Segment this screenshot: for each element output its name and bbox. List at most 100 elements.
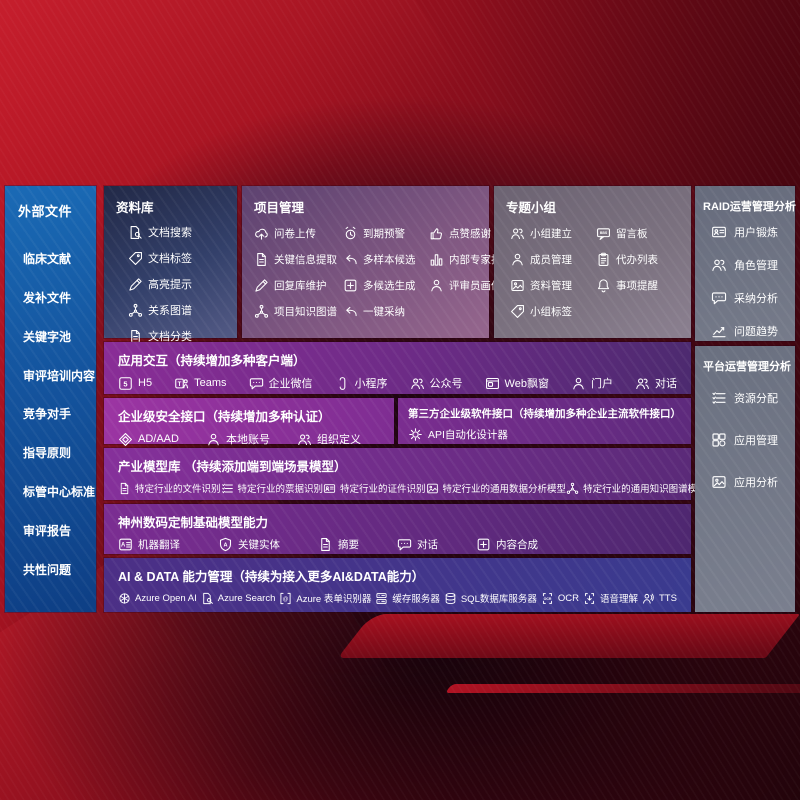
feature-item[interactable]: 关系图谱 [128,302,237,318]
feature-item[interactable]: 特定行业的通用知识图谱模型 [566,481,707,495]
feature-item[interactable]: Teams [174,376,226,391]
feature-item[interactable]: 事项提醒 [596,278,683,293]
window-icon [485,376,500,391]
sidebar-item-label: 指导原则 [23,446,72,461]
feature-item[interactable]: 公众号 [410,375,463,391]
feature-item[interactable]: 高亮提示 [128,276,237,292]
sidebar-item[interactable]: 审评培训内容 [5,367,96,384]
security-band-title: 企业级安全接口（持续增加多种认证） [118,410,331,424]
feature-item-label: 公众号 [429,378,463,390]
feature-item[interactable]: AD/AAD [118,432,179,447]
feature-item[interactable]: 问题趋势 [711,323,795,339]
feature-item[interactable]: 缓存服务器 [375,591,440,605]
feature-item[interactable]: 用户锻炼 [711,224,795,240]
server-icon [375,592,388,605]
repository-item-list: 文档搜索文档标签高亮提示关系图谱文档分类 [104,224,237,344]
feature-item[interactable]: 门户 [571,375,613,391]
chat-icon [397,537,412,552]
feature-item[interactable]: 资料管理 [510,278,596,293]
feature-item[interactable]: 企业微信 [249,375,313,391]
bbs-icon [596,226,611,241]
feature-item[interactable]: 文档搜索 [128,224,237,240]
feature-item[interactable]: 对话 [635,375,677,391]
feature-item[interactable]: SQL数据库服务器 [444,591,537,605]
graph-icon [128,303,143,318]
sidebar-item[interactable]: 标管中心标准 [5,483,96,500]
feature-item[interactable]: 应用分析 [711,474,795,490]
feature-item[interactable]: 特定行业的通用数据分析模型 [426,481,566,495]
feature-item[interactable]: 成员管理 [510,252,596,267]
sidebar-item[interactable]: 共性问题 [5,561,96,578]
feature-item[interactable]: Azure Search [201,592,276,605]
photo-icon [711,474,727,490]
tag-icon [128,251,143,266]
feature-item[interactable]: TTS [642,592,677,605]
feature-item-label: 对话 [655,378,677,390]
feature-item[interactable]: 关键实体 [218,537,280,552]
thumb-icon [429,226,444,241]
repository-panel: 资料库 文档搜索 文档标签 高亮提示 关系图谱 文档分类 [104,186,237,343]
feature-item[interactable]: 机器翻译 [118,537,180,552]
feature-item[interactable]: 文档标签 [128,250,237,266]
feature-item[interactable]: 特定行业的票据识别 [221,481,323,495]
feature-item[interactable]: 本地账号 [206,431,270,447]
diamond-icon [118,432,133,447]
feature-item[interactable]: 对话 [397,537,438,552]
sidebar-item[interactable]: 发补文件 [5,289,96,306]
sidebar-item[interactable]: 临床文献 [5,250,96,267]
sidebar-item[interactable]: 审评报告 [5,522,96,539]
person-icon [571,376,586,391]
feature-item-label: 本地账号 [225,434,270,446]
platform-panel-title: 平台运营管理分析 [703,361,791,373]
background-shadow-wedge [370,0,800,190]
feature-item[interactable]: 关键信息提取 [254,252,343,267]
openai-icon [118,592,131,605]
feature-item[interactable]: 角色管理 [711,257,795,273]
feature-item[interactable]: 多候选生成 [343,278,429,293]
feature-item[interactable]: 评审员画像 [429,278,512,293]
feature-item[interactable]: 特定行业的证件识别 [323,481,426,495]
feature-item-label: 问题趋势 [734,326,778,338]
sidebar-item[interactable]: 指导原则 [5,444,96,461]
feature-item-label: 应用分析 [734,477,778,489]
feature-item[interactable]: 小组建立 [510,226,596,241]
feature-item-label: Web飘窗 [504,378,549,390]
feature-item[interactable]: 留言板 [596,226,683,241]
person-icon [429,278,444,293]
feature-item[interactable]: 资源分配 [711,390,795,406]
feature-item[interactable]: 特定行业的文件识别 [118,481,221,495]
sidebar-item[interactable]: 关键字池 [5,328,96,345]
security-item-list: AD/AAD 本地账号 组织定义 [118,431,380,447]
feature-item[interactable]: 代办列表 [596,252,683,267]
feature-item[interactable]: 摘要 [318,537,359,552]
feature-item[interactable]: H5 [118,376,152,391]
feature-item[interactable]: API自动化设计器 [408,427,508,442]
db-icon [444,592,457,605]
feature-item[interactable]: 文档分类 [128,328,237,344]
feature-item[interactable]: 语音理解 [583,591,638,605]
feature-item[interactable]: 组织定义 [297,431,361,447]
feature-item[interactable]: 到期预警 [343,226,429,241]
sidebar-item[interactable]: 竞争对手 [5,405,96,422]
feature-item[interactable]: 项目知识图谱 [254,304,343,319]
external-files-sidebar: 外部文件 临床文献 发补文件 关键字池 审评培训内容 竞争对手 指导原则 标管中心标准 审评报… [5,186,96,612]
feature-item[interactable]: 问卷上传 [254,226,343,241]
sidebar-item-label: 审评培训内容 [23,368,96,383]
feature-item[interactable]: 采纳分析 [711,290,795,306]
feature-item[interactable]: 内容合成 [476,537,538,552]
feature-item[interactable]: OCR [541,592,579,605]
feature-item[interactable]: 小程序 [335,375,388,391]
feature-item[interactable]: 回复库维护 [254,278,343,293]
feature-item-label: Azure Search [217,592,276,604]
feature-item[interactable]: 应用管理 [711,432,795,448]
feature-item[interactable]: Azure 表单识别器 [279,591,371,605]
feature-item[interactable]: 一键采纳 [343,304,429,319]
feature-item[interactable]: 小组标签 [510,304,596,319]
ai-data-item-list: Azure Open AI Azure Search Azure 表单识别器 缓存服务… [118,591,677,605]
puzzle-icon [343,278,358,293]
grid4-icon [711,432,727,448]
feature-item[interactable]: 多样本候选 [343,252,429,267]
feature-item[interactable]: Azure Open AI [118,592,197,605]
feature-item[interactable]: Web飘窗 [485,375,549,391]
feature-item[interactable]: 点赞感谢 [429,226,512,241]
